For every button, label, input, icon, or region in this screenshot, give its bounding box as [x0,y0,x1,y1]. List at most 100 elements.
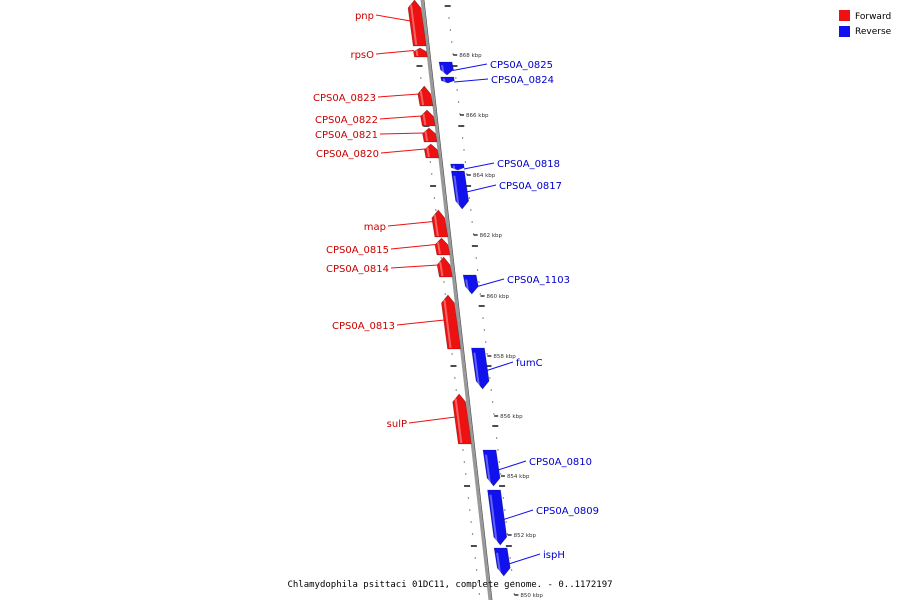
gene-highlight [433,214,439,236]
forward-gene-label[interactable]: CPS0A_0820 [316,149,379,160]
forward-gene-feature[interactable] [422,127,438,143]
ruler-label: 866 kbp [466,113,489,119]
legend-forward-label: Forward [855,12,891,22]
forward-gene-label[interactable]: CPS0A_0821 [315,130,378,141]
gene-highlight [424,131,429,141]
reverse-gene-feature[interactable] [451,170,470,210]
reverse-gene-feature[interactable] [462,274,479,295]
reverse-gene-feature[interactable] [440,76,455,84]
forward-gene-feature[interactable] [420,109,436,127]
genome-backbone [420,0,492,600]
ruler-label: 852 kbp [514,533,537,539]
genome-backbone-shadow [423,0,493,600]
reverse-gene-feature[interactable] [471,347,490,390]
forward-gene-feature[interactable] [423,143,440,159]
ruler-label: 858 kbp [493,354,516,360]
gene-highlight [452,165,456,169]
reverse-gene-label[interactable]: CPS0A_0818 [497,159,560,170]
reverse-gene-feature[interactable] [487,489,508,546]
reverse-gene-leader [454,78,489,83]
reverse-gene-feature[interactable] [482,449,501,487]
reverse-gene-leader [452,63,488,71]
gene-track [407,0,511,577]
reverse-gene-feature[interactable] [438,61,454,76]
forward-gene-leader [375,50,414,55]
reverse-gene-label[interactable]: CPS0A_0824 [491,75,554,86]
forward-gene-label[interactable]: map [364,222,386,233]
reverse-gene-leader [497,460,527,471]
forward-gene-feature[interactable] [413,47,428,58]
ruler-label: 854 kbp [507,474,530,480]
forward-gene-label[interactable]: sulP [387,419,407,430]
forward-gene-feature[interactable] [452,393,472,445]
ruler-label: 868 kbp [459,53,482,59]
forward-gene-label[interactable]: CPS0A_0823 [313,93,376,104]
forward-gene-feature[interactable] [436,256,453,278]
forward-gene-feature[interactable] [407,0,427,47]
forward-gene-label[interactable]: CPS0A_0813 [332,321,395,332]
forward-gene-feature[interactable] [431,209,449,238]
legend-reverse-label: Reverse [855,27,892,37]
forward-gene-label[interactable]: CPS0A_0822 [315,115,378,126]
gene-highlight [426,147,430,157]
reverse-gene-leader [463,162,495,170]
gene-highlight [441,65,445,74]
ruler-label: 864 kbp [473,173,496,179]
forward-gene-feature[interactable] [417,85,434,107]
forward-gene-label[interactable]: pnp [355,11,374,22]
gene-highlight [439,261,444,276]
forward-gene-label[interactable]: rpsO [350,50,374,61]
forward-gene-leader [377,93,419,98]
ruler-labels: 868 kbp 866 kbp 864 kbp 862 kbp 860 kbp 858 k… [453,53,543,599]
gene-highlight [442,78,446,82]
ruler-label: 862 kbp [480,233,503,239]
ruler-label: 850 kbp [520,593,543,599]
gene-highlight [485,454,492,485]
reverse-gene-leader [477,278,505,287]
gene-highlight [496,552,502,575]
gene-highlight [489,494,498,544]
forward-gene-leader [375,14,411,22]
forward-gene-feature[interactable] [441,294,461,350]
legend-reverse-swatch [839,26,850,37]
forward-gene-leader [396,319,445,326]
reverse-gene-label[interactable]: fumC [516,358,543,369]
forward-gene-feature[interactable] [434,237,451,256]
forward-gene-label[interactable]: CPS0A_0814 [326,264,389,275]
reverse-gene-label[interactable]: CPS0A_0817 [499,181,562,192]
reverse-gene-feature[interactable] [493,547,511,577]
ruler-label: 856 kbp [500,414,523,420]
legend: Forward Reverse [839,10,892,37]
reverse-gene-label[interactable]: CPS0A_1103 [507,275,570,286]
gene-highlight [454,398,463,443]
gene-highlight [453,175,460,208]
reverse-gene-feature[interactable] [450,163,465,171]
reverse-gene-leader [508,553,541,565]
gene-highlight [410,4,418,46]
gene-highlight [465,279,470,293]
forward-gene-leader [390,244,436,250]
reverse-gene-label[interactable]: ispH [543,550,565,561]
gene-highlight [422,113,427,125]
forward-gene-label[interactable]: CPS0A_0815 [326,245,389,256]
forward-gene-leader [380,148,426,154]
forward-gene-leader [390,264,439,269]
gene-highlight [473,352,481,388]
reverse-gene-label[interactable]: CPS0A_0809 [536,506,599,517]
reverse-gene-label[interactable]: CPS0A_0825 [490,60,553,71]
gene-highlight [415,50,419,56]
forward-gene-leader [387,221,434,227]
forward-gene-leader [379,132,424,135]
gene-highlight [436,242,441,254]
ruler-label: 860 kbp [487,294,510,300]
genome-caption: Chlamydophila psittaci 01DC11, complete … [287,580,612,590]
reverse-gene-leader [486,361,514,371]
gene-highlight [419,90,425,105]
gene-labels: pnp rpsO CPS0A_0823 CPS0A_0822 CPS0A_0821 CPS… [313,11,599,565]
forward-gene-leader [408,416,456,424]
legend-forward-swatch [839,10,850,21]
gene-highlight [443,299,452,348]
reverse-gene-leader [466,184,497,193]
reverse-gene-label[interactable]: CPS0A_0810 [529,457,592,468]
